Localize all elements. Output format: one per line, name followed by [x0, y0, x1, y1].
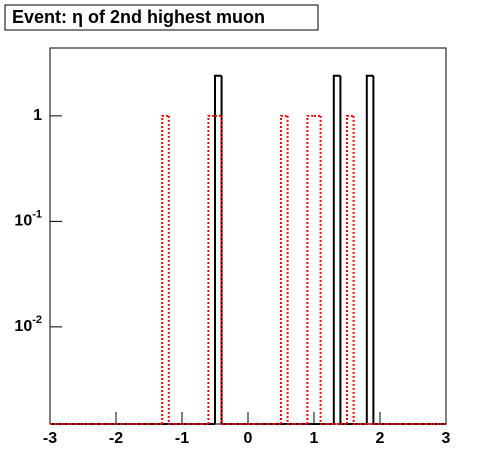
x-tick-label: -1 [175, 430, 189, 447]
chart-title: Event: η of 2nd highest muon [12, 7, 265, 27]
histogram-bin [207, 114, 215, 424]
histogram-bin [306, 114, 314, 424]
x-tick-label: 0 [244, 430, 253, 447]
histogram-bin [167, 115, 176, 425]
histogram-bin [280, 114, 288, 424]
y-tick-label-exponent: -2 [32, 314, 42, 326]
y-tick-label-exponent: -1 [32, 208, 42, 220]
histogram-bin [286, 115, 295, 425]
histogram-bin [365, 74, 374, 424]
y-tick-label-base: 10 [14, 213, 32, 230]
x-tick-label: -2 [109, 430, 123, 447]
title-box [4, 4, 319, 31]
histogram-bin [161, 114, 169, 424]
histogram-bin [319, 115, 328, 425]
x-tick-label: 1 [310, 430, 319, 447]
y-tick-label-base: 10 [14, 318, 32, 335]
x-tick-label: -3 [43, 430, 57, 447]
x-tick-label: 3 [442, 430, 451, 447]
histogram-bin [346, 114, 354, 424]
histogram-bin [220, 115, 229, 425]
y-tick-label: 1 [33, 107, 42, 124]
histogram-bin [332, 74, 341, 424]
y-tick-label: 10-2 [14, 314, 42, 335]
y-tick-label-base: 1 [33, 107, 42, 124]
histogram-bin [214, 74, 222, 424]
y-tick-label: 10-1 [14, 208, 42, 229]
histogram-bin [352, 115, 361, 425]
x-tick-label: 2 [376, 430, 385, 447]
